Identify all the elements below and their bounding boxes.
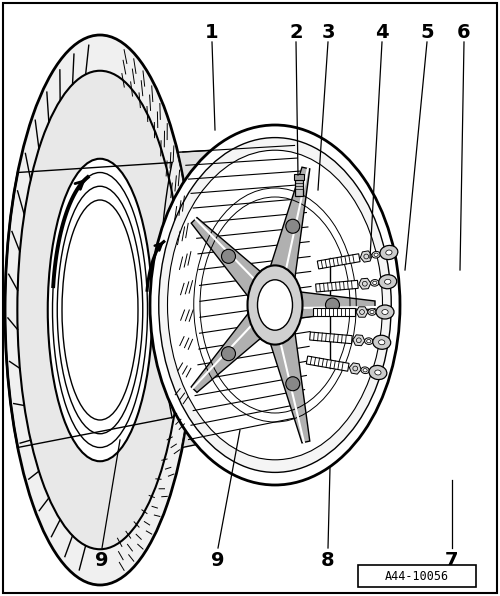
Polygon shape bbox=[267, 167, 310, 284]
Ellipse shape bbox=[159, 138, 391, 473]
Ellipse shape bbox=[386, 250, 392, 255]
Ellipse shape bbox=[372, 281, 377, 284]
Ellipse shape bbox=[375, 370, 381, 375]
Text: 5: 5 bbox=[420, 23, 434, 42]
Ellipse shape bbox=[361, 367, 370, 374]
Ellipse shape bbox=[369, 365, 387, 380]
Ellipse shape bbox=[222, 249, 235, 263]
Text: 3: 3 bbox=[321, 23, 335, 42]
Ellipse shape bbox=[222, 347, 235, 361]
Text: 8: 8 bbox=[321, 551, 335, 570]
Polygon shape bbox=[178, 144, 340, 448]
Bar bbox=[294, 174, 304, 180]
Ellipse shape bbox=[374, 253, 378, 256]
Ellipse shape bbox=[48, 159, 152, 461]
Ellipse shape bbox=[372, 336, 390, 349]
Ellipse shape bbox=[363, 368, 367, 372]
Ellipse shape bbox=[5, 35, 195, 585]
Polygon shape bbox=[267, 326, 310, 443]
Polygon shape bbox=[191, 310, 271, 392]
Ellipse shape bbox=[57, 186, 143, 434]
Polygon shape bbox=[318, 254, 360, 269]
Bar bbox=[295, 178, 303, 196]
Ellipse shape bbox=[18, 71, 182, 550]
Polygon shape bbox=[356, 307, 368, 317]
Ellipse shape bbox=[62, 200, 138, 420]
Polygon shape bbox=[313, 308, 355, 316]
Ellipse shape bbox=[380, 246, 398, 260]
Text: 2: 2 bbox=[289, 23, 303, 42]
Ellipse shape bbox=[286, 219, 300, 233]
Ellipse shape bbox=[372, 252, 380, 258]
Ellipse shape bbox=[366, 340, 371, 343]
Ellipse shape bbox=[364, 338, 373, 344]
Polygon shape bbox=[360, 251, 372, 262]
Ellipse shape bbox=[370, 280, 379, 286]
Ellipse shape bbox=[378, 340, 385, 344]
Ellipse shape bbox=[168, 150, 382, 460]
Polygon shape bbox=[306, 356, 349, 371]
Ellipse shape bbox=[150, 125, 400, 485]
Ellipse shape bbox=[286, 377, 300, 391]
Text: 9: 9 bbox=[211, 551, 225, 570]
Ellipse shape bbox=[326, 298, 340, 312]
Text: 4: 4 bbox=[375, 23, 389, 42]
Ellipse shape bbox=[382, 309, 388, 315]
Ellipse shape bbox=[258, 280, 292, 330]
Ellipse shape bbox=[378, 275, 396, 288]
Polygon shape bbox=[350, 363, 361, 374]
Text: 9: 9 bbox=[95, 551, 109, 570]
Polygon shape bbox=[310, 332, 352, 344]
Polygon shape bbox=[353, 335, 365, 346]
Ellipse shape bbox=[248, 265, 302, 344]
Ellipse shape bbox=[384, 280, 391, 284]
Text: 7: 7 bbox=[446, 551, 459, 570]
Polygon shape bbox=[191, 218, 271, 300]
Ellipse shape bbox=[370, 311, 374, 313]
Bar bbox=[358, 565, 476, 587]
Polygon shape bbox=[359, 278, 371, 289]
Text: 1: 1 bbox=[205, 23, 219, 42]
Ellipse shape bbox=[376, 305, 394, 319]
Text: 6: 6 bbox=[457, 23, 471, 42]
Text: A44-10056: A44-10056 bbox=[385, 570, 449, 582]
Ellipse shape bbox=[368, 309, 376, 315]
Ellipse shape bbox=[52, 172, 148, 448]
Polygon shape bbox=[316, 280, 358, 292]
Polygon shape bbox=[292, 291, 375, 319]
